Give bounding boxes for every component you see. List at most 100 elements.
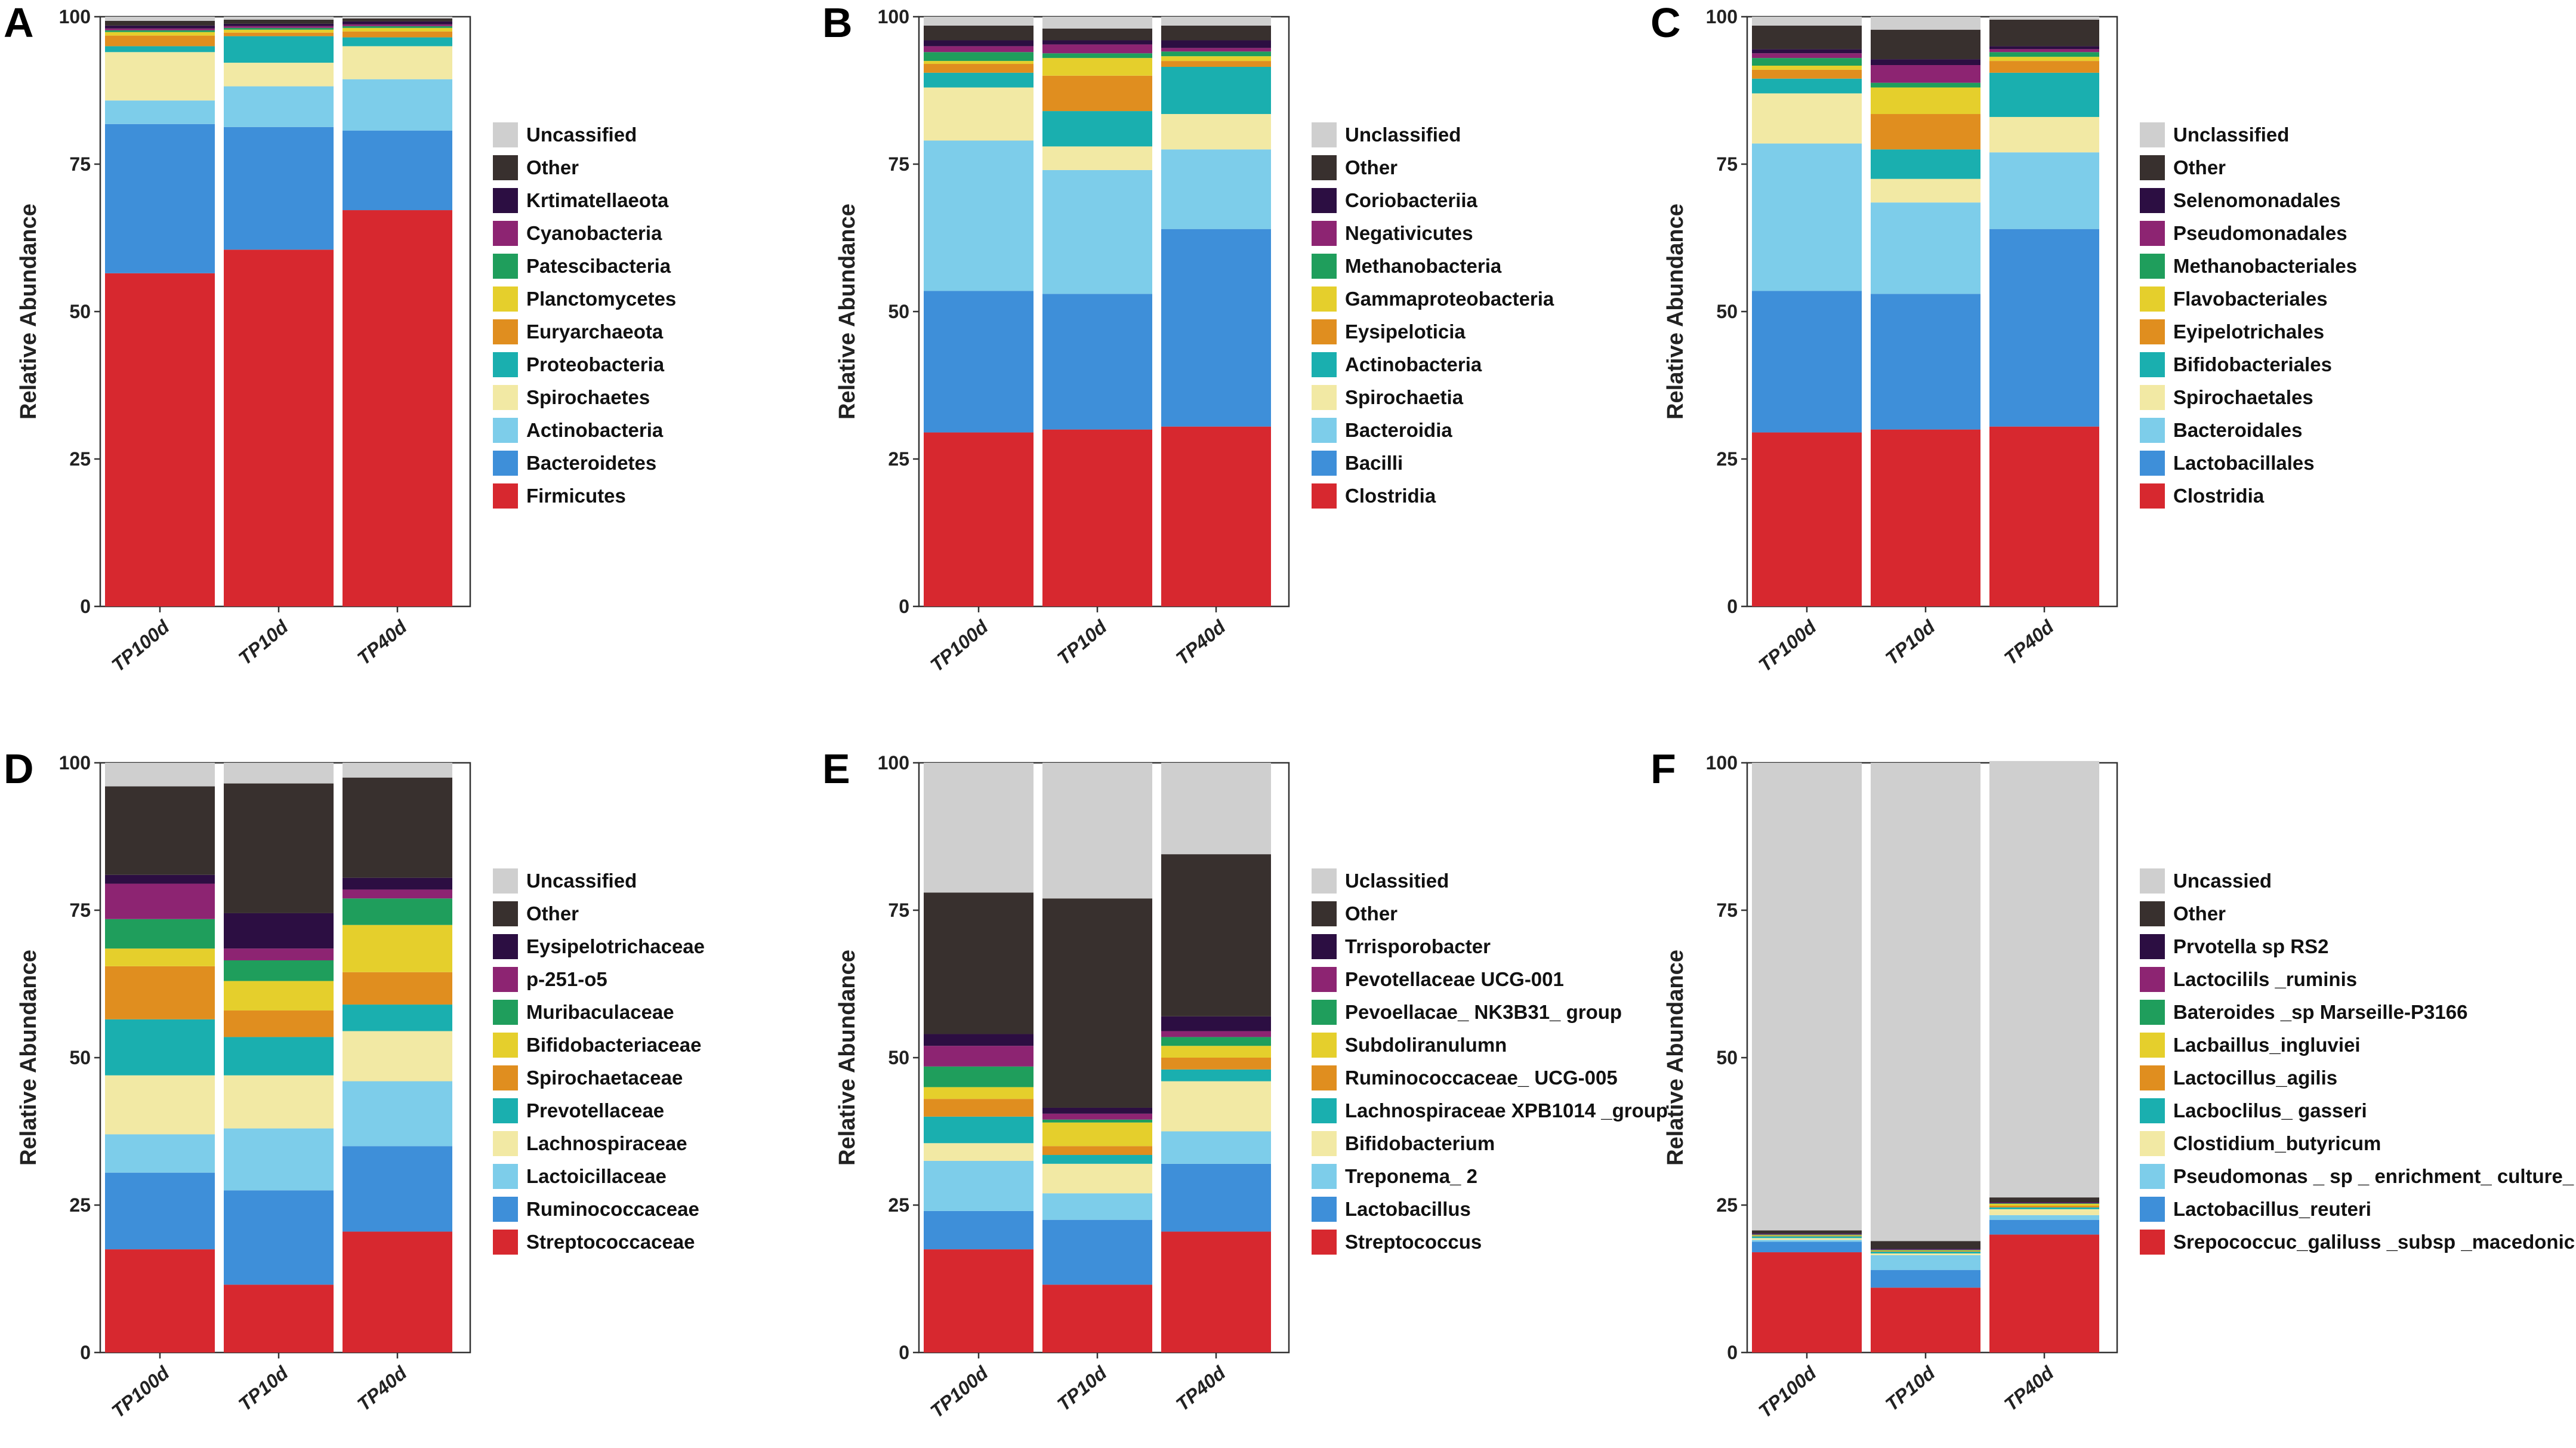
bar-segment-d-tp100d-7 [105, 919, 215, 949]
bar-segment-f-tp40d-1 [1989, 1219, 2099, 1235]
y-axis-title-f: Relative Abundance [1663, 950, 1688, 1166]
bar-segment-e-tp100d-1 [924, 1210, 1034, 1250]
legend-item-b-4: Methanobacteria [1312, 254, 1502, 279]
bar-segment-e-tp100d-6 [924, 1087, 1034, 1099]
legend-swatch-a-9 [493, 418, 518, 443]
legend-label-f-3: Lactocilils _ruminis [2173, 968, 2357, 990]
x-tick-label-f-0: TP100d [1754, 1361, 1821, 1422]
legend-swatch-a-8 [493, 385, 518, 410]
legend-swatch-d-11 [493, 1230, 518, 1255]
bar-segment-a-tp10d-9 [224, 23, 334, 26]
bar-segment-a-tp100d-8 [105, 28, 215, 30]
legend-label-c-0: Unclassified [2173, 124, 2289, 146]
bar-segment-e-tp100d-8 [924, 1046, 1034, 1067]
y-axis-title-e: Relative Abundance [835, 950, 860, 1166]
legend-item-f-7: Lacboclilus_ gasseri [2140, 1098, 2367, 1123]
legend-swatch-a-3 [493, 221, 518, 246]
legend-item-b-11: Clostridia [1312, 483, 1436, 509]
legend-item-c-4: Methanobacteriales [2140, 254, 2357, 279]
bar-segment-c-tp40d-9 [1989, 46, 2099, 50]
legend-item-d-10: Ruminococcaceae [493, 1197, 699, 1222]
bar-segment-f-tp40d-2 [1989, 1215, 2099, 1220]
legend-swatch-f-0 [2140, 868, 2165, 894]
legend-item-b-2: Coriobacteriia [1312, 188, 1478, 213]
bar-segment-c-tp10d-3 [1871, 178, 1980, 203]
bar-segment-e-tp100d-4 [924, 1116, 1034, 1144]
bar-segment-d-tp100d-9 [105, 874, 215, 884]
bar-segment-a-tp100d-6 [105, 32, 215, 36]
legend-swatch-c-8 [2140, 385, 2165, 410]
legend-label-e-8: Bifidobacterium [1345, 1132, 1495, 1154]
legend-item-d-3: p-251-o5 [493, 967, 607, 992]
bar-segment-c-tp100d-9 [1752, 49, 1862, 54]
bar-segment-a-tp40d-5 [343, 31, 452, 38]
legend-item-b-5: Gammaproteobacteria [1312, 286, 1554, 312]
bar-segment-e-tp100d-11 [924, 763, 1034, 893]
legend-item-e-5: Subdoliranulumn [1312, 1033, 1507, 1058]
bar-segment-d-tp10d-9 [224, 913, 334, 949]
legend-swatch-e-11 [1312, 1230, 1337, 1255]
legend-swatch-d-4 [493, 1000, 518, 1025]
bar-segment-b-tp100d-6 [924, 61, 1034, 64]
legend-item-a-8: Spirochaetes [493, 385, 650, 410]
y-tick-label-e-0: 0 [899, 1342, 909, 1363]
legend-label-e-6: Ruminococcaceae_ UCG-005 [1345, 1067, 1618, 1089]
bar-segment-d-tp100d-10 [105, 786, 215, 875]
legend-b: Unclassified Other Coriobacteriia Negativic… [1312, 122, 1554, 509]
y-tick-label-d-100: 100 [59, 752, 91, 774]
bar-segment-d-tp10d-0 [224, 1284, 334, 1353]
bar-segment-f-tp100d-10 [1752, 1230, 1862, 1234]
legend-label-f-9: Pseudomonas _ sp _ enrichment_ culture_ … [2173, 1165, 2576, 1187]
legend-label-f-11: Srepococcuc_galiluss _subsp _macedonicus [2173, 1231, 2576, 1253]
bar-segment-b-tp100d-5 [924, 64, 1034, 73]
legend-item-c-2: Selenomonadales [2140, 188, 2341, 213]
bar-segment-c-tp40d-11 [1989, 17, 2099, 20]
y-tick-label-c-25: 25 [1716, 448, 1738, 470]
legend-swatch-e-3 [1312, 967, 1337, 992]
bar-segment-e-tp40d-9 [1161, 1016, 1271, 1031]
bar-segment-b-tp40d-0 [1161, 426, 1271, 606]
legend-label-c-11: Clostridia [2173, 485, 2265, 507]
bar-segment-b-tp100d-3 [924, 87, 1034, 141]
y-tick-label-e-100: 100 [878, 752, 909, 774]
bar-segment-b-tp40d-11 [1161, 17, 1271, 26]
bar-segment-c-tp40d-4 [1989, 72, 2099, 117]
legend-swatch-c-6 [2140, 319, 2165, 344]
bar-segment-b-tp40d-5 [1161, 61, 1271, 67]
bar-segment-b-tp10d-6 [1042, 58, 1152, 76]
bar-segment-a-tp40d-0 [343, 210, 452, 607]
bar-segment-c-tp10d-6 [1871, 87, 1980, 115]
bar-segment-e-tp40d-0 [1161, 1231, 1271, 1353]
legend-item-d-6: Spirochaetaceae [493, 1065, 683, 1090]
legend-item-a-6: Euryarchaeota [493, 319, 664, 344]
legend-swatch-b-9 [1312, 418, 1337, 443]
bar-segment-e-tp10d-10 [1042, 898, 1152, 1108]
bar-segment-a-tp10d-11 [224, 17, 334, 20]
panel-a: A Relative Abundance 0 25 50 75 100 TP100d TP10d… [4, 0, 676, 676]
legend-label-c-4: Methanobacteriales [2173, 255, 2357, 277]
bar-segment-d-tp10d-11 [224, 763, 334, 784]
legend-swatch-c-3 [2140, 221, 2165, 246]
x-tick-label-e-0: TP100d [926, 1361, 992, 1422]
bar-segment-d-tp100d-0 [105, 1249, 215, 1353]
legend-item-e-11: Streptococcus [1312, 1230, 1482, 1255]
bar-segment-c-tp40d-3 [1989, 116, 2099, 153]
bar-segment-c-tp100d-4 [1752, 78, 1862, 94]
legend-label-c-8: Spirochaetales [2173, 386, 2313, 408]
legend-label-e-10: Lactobacillus [1345, 1198, 1471, 1220]
bar-segment-a-tp100d-2 [105, 100, 215, 124]
legend-item-f-5: Lacbaillus_ingluviei [2140, 1033, 2361, 1058]
bar-segment-a-tp40d-10 [343, 18, 452, 21]
bar-segment-e-tp100d-3 [924, 1143, 1034, 1161]
legend-label-d-0: Uncassified [526, 870, 637, 892]
y-axis-title-a: Relative Abundance [16, 204, 41, 420]
legend-item-c-5: Flavobacteriales [2140, 286, 2328, 312]
legend-swatch-a-4 [493, 254, 518, 279]
legend-label-a-8: Spirochaetes [526, 386, 650, 408]
bar-segment-c-tp10d-10 [1871, 29, 1980, 60]
legend-swatch-b-3 [1312, 221, 1337, 246]
legend-swatch-e-0 [1312, 868, 1337, 894]
bar-segment-f-tp40d-7 [1989, 1203, 2099, 1204]
bar-segment-a-tp100d-11 [105, 17, 215, 21]
bar-segment-e-tp10d-9 [1042, 1107, 1152, 1114]
